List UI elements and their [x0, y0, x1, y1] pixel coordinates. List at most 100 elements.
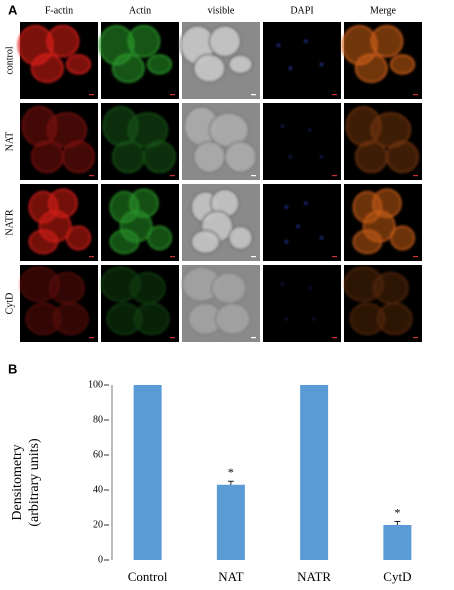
- cell: [28, 229, 59, 255]
- micrograph-cells: [181, 266, 251, 336]
- nucleus: [320, 62, 323, 66]
- y-tick-label: 60: [93, 449, 103, 460]
- micrograph-cells: [183, 106, 257, 174]
- micrograph: [263, 184, 341, 261]
- y-tick-label: 100: [88, 379, 103, 390]
- nucleus: [320, 155, 323, 159]
- cell: [190, 229, 221, 255]
- row-label: CytD: [4, 293, 15, 315]
- image-grid: [17, 22, 422, 342]
- scale-bar: [170, 175, 175, 177]
- bar: [133, 385, 162, 560]
- panel-label: B: [8, 361, 17, 376]
- row-label: control: [4, 46, 15, 75]
- significance-marker: *: [228, 465, 234, 479]
- significance-marker: *: [394, 505, 400, 519]
- cell: [192, 53, 226, 83]
- bar: [383, 525, 412, 560]
- x-tick-label: CytD: [383, 569, 411, 584]
- scale-bar: [413, 337, 418, 339]
- scale-bar: [251, 337, 256, 339]
- micrograph-cells: [102, 106, 176, 174]
- scale-bar: [170, 337, 175, 339]
- scale-bar: [89, 175, 94, 177]
- nucleus: [281, 282, 284, 286]
- cell: [354, 53, 388, 83]
- scale-bar: [251, 94, 256, 96]
- scale-bar: [413, 175, 418, 177]
- micrograph-cells: [28, 188, 91, 255]
- cell: [52, 302, 89, 336]
- scale-bar: [89, 94, 94, 96]
- cell: [147, 54, 172, 75]
- nucleus: [308, 286, 312, 290]
- error-bar: [227, 480, 234, 485]
- nucleus: [296, 224, 300, 228]
- cell: [127, 25, 161, 58]
- nucleus: [304, 39, 308, 43]
- micrograph: [263, 265, 341, 342]
- scale-bar: [251, 175, 256, 177]
- cell: [370, 25, 404, 58]
- cell: [46, 25, 80, 58]
- y-tick-label: 20: [93, 519, 103, 530]
- cell: [30, 53, 64, 83]
- micrograph-cells: [345, 106, 419, 174]
- nucleus: [288, 155, 292, 159]
- cell: [352, 229, 383, 255]
- cell: [109, 229, 140, 255]
- micrograph-cells: [352, 188, 415, 255]
- micrograph-cells: [277, 39, 323, 70]
- micrograph-cells: [343, 266, 413, 336]
- scale-bar: [170, 256, 175, 258]
- nucleus: [288, 66, 292, 70]
- scale-bar: [89, 337, 94, 339]
- y-tick-label: 80: [93, 414, 103, 425]
- cell: [66, 54, 91, 75]
- micrograph-cells: [17, 25, 91, 83]
- bar: [300, 385, 329, 560]
- nucleus: [277, 43, 281, 47]
- cell: [376, 302, 413, 336]
- micrograph-cells: [21, 106, 95, 174]
- scale-bar: [89, 256, 94, 258]
- y-tick-label: 40: [93, 484, 103, 495]
- bar-chart: 0 20 40 60 80 100 Densitometry (arbitrary units…: [10, 379, 411, 584]
- nucleus: [308, 128, 312, 132]
- nucleus: [284, 317, 288, 321]
- micrograph: [263, 103, 341, 180]
- cell: [390, 225, 415, 251]
- column-header: DAPI: [290, 5, 313, 16]
- scale-bar: [332, 175, 337, 177]
- cell: [129, 271, 166, 305]
- scale-bar: [251, 256, 256, 258]
- micrograph-cells: [109, 188, 172, 255]
- y-axis-label: Densitometry: [10, 444, 25, 520]
- micrograph-cells: [281, 124, 323, 159]
- column-header: visible: [208, 5, 235, 16]
- scale-bar: [332, 256, 337, 258]
- micrograph-cells: [284, 201, 323, 244]
- y-tick-label: 0: [98, 554, 103, 565]
- cell: [111, 140, 145, 174]
- micrograph-cells: [341, 25, 415, 83]
- cell: [224, 140, 257, 174]
- cell: [30, 140, 64, 174]
- cell: [133, 302, 170, 336]
- nucleus: [312, 317, 316, 321]
- cell: [210, 271, 247, 305]
- micrograph-cells: [19, 266, 89, 336]
- micrograph-cells: [179, 25, 253, 83]
- micrograph-cells: [190, 188, 253, 255]
- cell: [48, 271, 85, 305]
- cell: [228, 225, 253, 251]
- micrograph-cells: [281, 282, 316, 321]
- scale-bar: [332, 94, 337, 96]
- scale-bar: [413, 94, 418, 96]
- row-label: NATR: [4, 209, 15, 235]
- cell: [390, 54, 415, 75]
- error-bar: [394, 521, 401, 525]
- scale-bar: [332, 337, 337, 339]
